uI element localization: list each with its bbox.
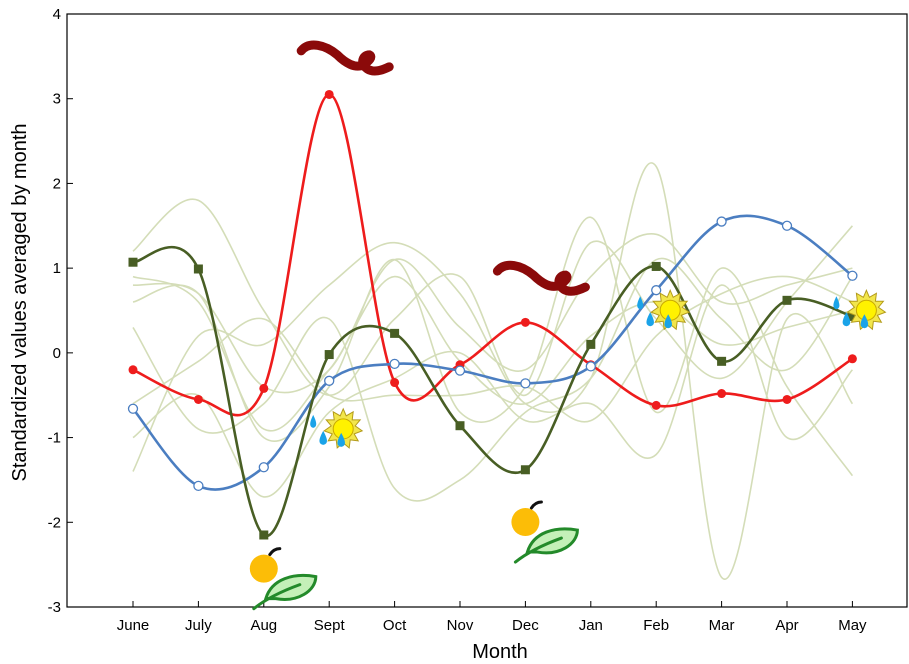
data-point xyxy=(847,270,858,281)
background-series-line-2 xyxy=(132,198,854,397)
data-point xyxy=(781,220,793,231)
background-series-line-6 xyxy=(132,275,853,423)
data-point xyxy=(585,361,596,372)
series-1-group xyxy=(128,89,857,417)
y-tick-label: 0 xyxy=(53,345,61,362)
x-tick-label: Sept xyxy=(314,617,346,634)
data-point xyxy=(782,394,792,404)
y-tick-label: 2 xyxy=(53,175,61,192)
y-tick-label: 1 xyxy=(53,260,61,277)
data-point xyxy=(193,394,203,404)
series-2-group xyxy=(127,214,858,492)
data-point xyxy=(847,311,857,321)
x-tick-label: May xyxy=(838,617,867,634)
background-series-line-8 xyxy=(132,284,853,498)
data-point xyxy=(586,339,596,349)
data-point xyxy=(717,356,727,366)
data-point xyxy=(651,400,661,410)
background-series-line-4 xyxy=(132,216,854,477)
x-tick-label: June xyxy=(117,617,150,634)
data-point xyxy=(455,421,465,431)
data-point xyxy=(454,365,466,376)
data-point xyxy=(128,365,138,375)
data-point xyxy=(390,328,400,338)
background-series-group xyxy=(132,162,854,580)
data-point xyxy=(390,378,400,388)
x-tick-label: July xyxy=(185,617,212,634)
data-point xyxy=(258,462,269,473)
dust-storm-icon xyxy=(301,45,389,71)
data-point xyxy=(847,354,857,364)
series-3-group xyxy=(128,245,857,540)
background-series-line-3 xyxy=(132,162,854,580)
sun-and-rain-icon xyxy=(309,408,363,449)
x-tick-label: Jan xyxy=(579,617,603,634)
data-point xyxy=(716,216,727,227)
x-tick-label: Aug xyxy=(250,617,277,634)
y-axis-title: Standardized values averaged by month xyxy=(9,123,31,481)
background-series-line-1 xyxy=(132,233,853,394)
data-point xyxy=(324,89,334,99)
fruit-and-leaf-icon xyxy=(248,547,318,611)
data-point xyxy=(717,389,727,399)
y-tick-label: -3 xyxy=(48,599,61,616)
fruit-and-leaf-icon xyxy=(509,500,579,564)
x-tick-label: Feb xyxy=(643,617,669,634)
data-point xyxy=(128,257,138,267)
x-tick-label: Oct xyxy=(383,617,407,634)
x-axis-title: Month xyxy=(472,641,528,663)
data-point xyxy=(520,317,530,327)
plot-frame xyxy=(66,13,908,608)
x-tick-label: Mar xyxy=(709,617,735,634)
series-1-line xyxy=(132,93,854,417)
y-tick-label: -1 xyxy=(48,430,61,447)
data-point xyxy=(324,350,334,360)
y-tick-label: 3 xyxy=(53,91,61,108)
data-point xyxy=(520,465,530,475)
data-point xyxy=(651,285,662,296)
data-point xyxy=(389,358,400,370)
data-point xyxy=(193,480,204,492)
y-tick-label: -2 xyxy=(48,514,61,531)
data-point xyxy=(193,264,203,274)
background-series-line-5 xyxy=(132,257,854,502)
x-tick-label: Apr xyxy=(775,617,798,634)
x-tick-label: Dec xyxy=(512,617,539,634)
background-series-line-7 xyxy=(132,275,853,432)
data-point xyxy=(127,403,139,414)
x-tick-label: Nov xyxy=(447,617,474,634)
data-point xyxy=(324,375,335,386)
y-tick-label: 4 xyxy=(53,6,61,23)
data-point xyxy=(520,378,531,389)
data-point xyxy=(259,383,269,393)
data-point xyxy=(782,295,792,305)
data-point xyxy=(259,530,269,540)
data-point xyxy=(651,261,661,271)
